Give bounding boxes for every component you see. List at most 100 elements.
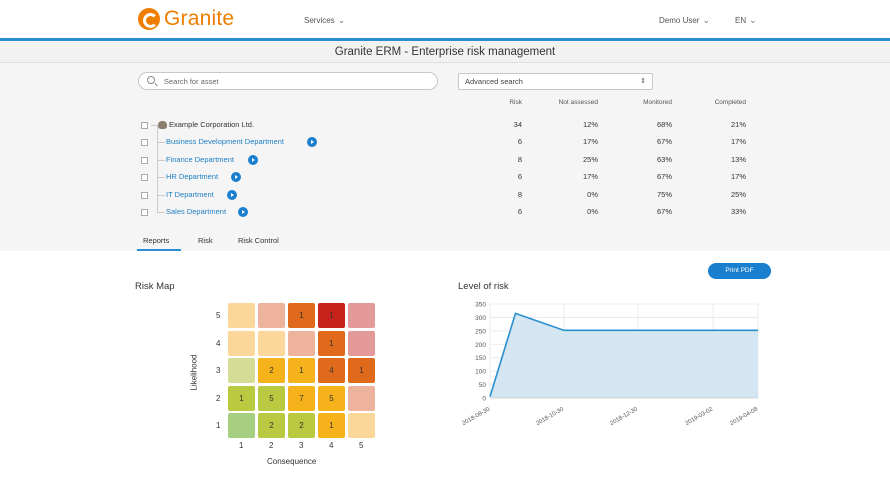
asset-link[interactable]: IT Department: [166, 190, 214, 199]
risk-map-cell[interactable]: 5: [258, 385, 285, 411]
risk-map-cell[interactable]: [228, 330, 255, 356]
risk-map-y-tick: 5: [216, 311, 221, 320]
completed-value: 17%: [730, 137, 746, 146]
table-row: HR Department 6 17% 67% 17%: [0, 160, 890, 184]
granite-logo[interactable]: Granite: [138, 7, 234, 31]
row-checkbox[interactable]: [141, 192, 148, 199]
language-menu[interactable]: EN ⌄: [735, 15, 757, 26]
risk-map-y-tick: 2: [216, 393, 221, 403]
info-arrow-icon[interactable]: [307, 137, 317, 147]
print-pdf-button[interactable]: Print PDF: [708, 263, 771, 279]
risk-map-cell[interactable]: 1: [348, 358, 375, 383]
completed-value: 17%: [730, 172, 746, 181]
risk-map-cell[interactable]: [348, 303, 375, 328]
advanced-search-select[interactable]: Advanced search ⇕: [458, 73, 653, 90]
language-label: EN: [735, 16, 747, 25]
tree-connector: [157, 212, 165, 213]
x-tick-label: 2019-04-08: [729, 406, 759, 427]
risk-map-y-tick: 4: [216, 338, 221, 348]
completed-value: 25%: [730, 190, 746, 199]
y-tick-label: 100: [475, 369, 486, 376]
risk-map-x-label: Consequence: [267, 457, 317, 466]
risk-map-cell[interactable]: 1: [228, 385, 255, 411]
asset-link[interactable]: Sales Department: [166, 207, 227, 216]
risk-map-cell[interactable]: [228, 303, 255, 328]
risk-map-cell[interactable]: 2: [258, 358, 285, 383]
row-checkbox[interactable]: [141, 174, 148, 181]
risk-map-cell[interactable]: 7: [288, 385, 315, 411]
risk-map-cell[interactable]: [258, 303, 285, 328]
risk-map-title: Risk Map: [135, 281, 175, 292]
chevron-down-icon: ⌄: [702, 15, 710, 25]
col-not-assessed: Not assessed: [558, 99, 598, 106]
risk-map-cell[interactable]: 4: [318, 358, 345, 383]
search-box[interactable]: [138, 72, 438, 90]
granite-logo-icon: [138, 8, 160, 30]
risk-map-cell[interactable]: 1: [288, 303, 315, 328]
brand-name: Granite: [164, 7, 235, 30]
info-arrow-icon[interactable]: [238, 207, 248, 217]
row-checkbox[interactable]: [141, 209, 148, 216]
risk-map-cell[interactable]: [348, 413, 375, 438]
table-row: Finance Department 8 25% 63% 13%: [0, 143, 890, 167]
organization-icon: [158, 121, 167, 129]
risk-map-cell[interactable]: 2: [288, 413, 315, 438]
chevron-down-icon: ⌄: [337, 15, 346, 25]
risk-map-y-tick: 3: [216, 366, 221, 375]
monitored-value: 67%: [656, 172, 672, 181]
risk-map-cell[interactable]: 1: [288, 358, 315, 383]
risk-map-cell[interactable]: [228, 413, 255, 438]
risk-map-y-tick: 1: [216, 421, 221, 430]
user-menu[interactable]: Demo User ⌄: [659, 15, 710, 26]
risk-value: 8: [517, 190, 522, 199]
not-assessed-value: 17%: [582, 137, 598, 146]
completed-value: 13%: [730, 155, 746, 164]
search-input[interactable]: [164, 75, 424, 87]
monitored-value: 67%: [656, 137, 672, 146]
risk-map-x-tick: 5: [359, 441, 364, 450]
row-checkbox[interactable]: [141, 122, 148, 129]
col-completed: Completed: [714, 99, 746, 106]
risk-value: 8: [517, 155, 522, 164]
info-arrow-icon[interactable]: [248, 155, 258, 165]
search-icon: [147, 76, 155, 84]
level-of-risk-title: Level of risk: [458, 281, 509, 292]
risk-map-cell[interactable]: [348, 330, 375, 356]
risk-map-cell[interactable]: [228, 358, 255, 383]
tree-connector: [157, 178, 158, 195]
risk-map-cell[interactable]: 5: [318, 385, 345, 411]
risk-map-cell[interactable]: [258, 330, 285, 356]
monitored-value: 75%: [656, 190, 672, 199]
y-tick-label: 150: [475, 355, 486, 362]
risk-map-cell[interactable]: [288, 330, 315, 356]
col-monitored: Monitored: [643, 99, 672, 106]
row-checkbox[interactable]: [141, 157, 148, 164]
risk-map-cell[interactable]: 2: [258, 413, 285, 438]
risk-map-x-tick: 2: [269, 441, 274, 450]
y-tick-label: 50: [479, 382, 487, 389]
tab-reports[interactable]: Reports: [143, 236, 170, 245]
info-arrow-icon[interactable]: [227, 190, 237, 200]
services-menu[interactable]: Services ⌄: [304, 15, 345, 26]
risk-map-cell[interactable]: 1: [318, 413, 345, 438]
risk-map-x-tick: 1: [239, 441, 244, 450]
table-row: Business Development Department 6 17% 67…: [0, 125, 890, 149]
risk-map-cell[interactable]: 1: [318, 330, 345, 356]
tab-risk-control[interactable]: Risk Control: [238, 236, 279, 245]
asset-link[interactable]: HR Department: [166, 172, 219, 181]
info-arrow-icon[interactable]: [231, 172, 241, 182]
chevron-down-icon: ⌄: [749, 15, 757, 25]
risk-map-y-label: Likelihood: [189, 354, 199, 391]
asset-name[interactable]: Example Corporation Ltd.: [169, 120, 255, 129]
risk-map-cell[interactable]: [348, 385, 375, 411]
y-tick-label: 250: [475, 328, 486, 335]
page-title: Granite ERM - Enterprise risk management: [0, 41, 890, 63]
tab-risk[interactable]: Risk: [198, 236, 213, 245]
risk-map-cell[interactable]: 1: [318, 303, 345, 328]
level-of-risk-chart: 0 50 100 150 200 250 300 350 2018-08-30 2018-10-3…: [461, 302, 759, 428]
asset-panel: [0, 63, 890, 251]
asset-link[interactable]: Finance Department: [166, 155, 234, 164]
row-checkbox[interactable]: [141, 139, 148, 146]
asset-link[interactable]: Business Development Department: [166, 137, 284, 146]
y-tick-label: 200: [475, 342, 486, 349]
